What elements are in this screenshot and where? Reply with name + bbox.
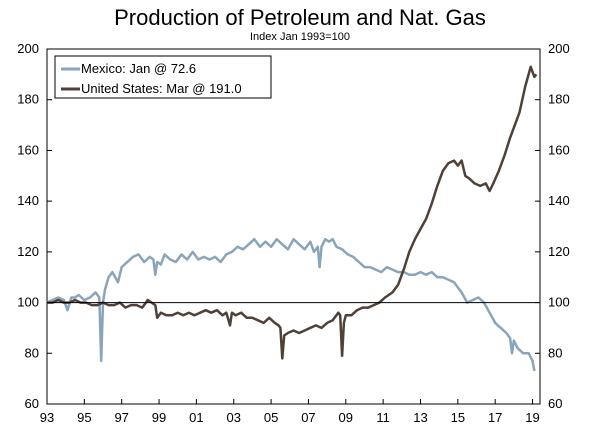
legend-box [54, 55, 272, 99]
x-tick-label: 01 [189, 410, 203, 425]
y-tick-label-left: 120 [17, 244, 39, 259]
y-tick-label-left: 160 [17, 142, 39, 157]
y-tick-label-left: 60 [25, 396, 39, 411]
y-tick-label-right: 120 [548, 244, 570, 259]
y-tick-label-right: 160 [548, 142, 570, 157]
x-tick-label: 13 [413, 410, 427, 425]
y-tick-label-left: 140 [17, 193, 39, 208]
x-tick-label: 11 [376, 410, 390, 425]
x-tick-label: 93 [40, 410, 54, 425]
y-tick-label-left: 180 [17, 92, 39, 107]
plot-frame [46, 48, 541, 405]
x-tick-label: 97 [114, 410, 128, 425]
x-tick-label: 99 [152, 410, 166, 425]
x-tick-label: 03 [227, 410, 241, 425]
y-tick-label-left: 200 [17, 41, 39, 56]
y-tick-label-right: 140 [548, 193, 570, 208]
legend-label-united-states: United States: Mar @ 191.0 [81, 81, 242, 96]
x-tick-label: 17 [488, 410, 502, 425]
x-tick-label: 15 [451, 410, 465, 425]
y-tick-label-left: 100 [17, 295, 39, 310]
x-tick-label: 07 [301, 410, 315, 425]
y-tick-label-right: 200 [548, 41, 570, 56]
series-line-mexico [46, 237, 536, 372]
series-layer [46, 65, 540, 372]
y-tick-label-right: 60 [548, 396, 562, 411]
legend: Mexico: Jan @ 72.6 United States: Mar @ … [54, 55, 272, 99]
y-tick-label-right: 100 [548, 295, 570, 310]
legend-label-mexico: Mexico: Jan @ 72.6 [81, 61, 196, 76]
x-tick-label: 19 [525, 410, 539, 425]
x-tick-label: 05 [264, 410, 278, 425]
plot-area: 60 60 80 80 100 100 120 120 140 140 160 160 180 180 20… [17, 41, 569, 425]
y-tick-label-right: 80 [548, 345, 562, 360]
y-tick-label-left: 80 [25, 345, 39, 360]
chart-subtitle: Index Jan 1993=100 [250, 31, 350, 43]
chart-title: Production of Petroleum and Nat. Gas [114, 5, 486, 30]
x-tick-label: 09 [339, 410, 353, 425]
x-tick-label: 95 [77, 410, 91, 425]
y-tick-label-right: 180 [548, 92, 570, 107]
series-line-united-states [47, 65, 538, 360]
